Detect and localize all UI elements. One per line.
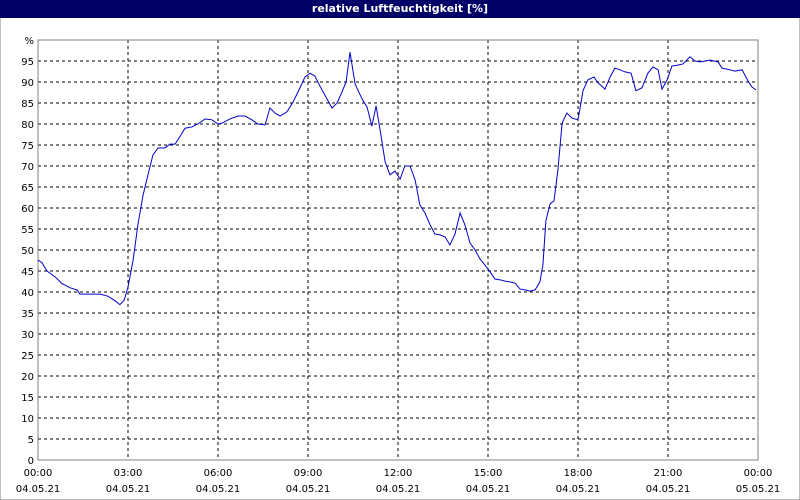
x-tick-label: 00:00 bbox=[744, 468, 773, 479]
y-tick-label: 90 bbox=[21, 78, 34, 89]
x-tick-label: 09:00 bbox=[294, 468, 323, 479]
y-tick-label: 40 bbox=[21, 288, 34, 299]
y-tick-label: 80 bbox=[21, 120, 34, 131]
x-tick-date: 05.05.21 bbox=[736, 484, 781, 495]
y-tick-label: 20 bbox=[21, 372, 34, 383]
y-tick-label: 60 bbox=[21, 204, 34, 215]
y-tick-label: 50 bbox=[21, 246, 34, 257]
y-tick-label: 75 bbox=[21, 141, 34, 152]
y-tick-label: 5 bbox=[28, 435, 34, 446]
x-tick-label: 18:00 bbox=[564, 468, 593, 479]
data-line bbox=[37, 52, 757, 306]
y-tick-label: 95 bbox=[21, 57, 34, 68]
y-tick-label: 35 bbox=[21, 309, 34, 320]
x-tick-label: 12:00 bbox=[384, 468, 413, 479]
x-tick-date: 04.05.21 bbox=[466, 484, 511, 495]
x-tick-label: 15:00 bbox=[474, 468, 503, 479]
x-tick-date: 04.05.21 bbox=[106, 484, 151, 495]
x-tick-date: 04.05.21 bbox=[376, 484, 421, 495]
y-tick-label: 45 bbox=[21, 267, 34, 278]
x-tick-label: 06:00 bbox=[204, 468, 233, 479]
y-tick-label: 30 bbox=[21, 330, 34, 341]
x-tick-label: 00:00 bbox=[24, 468, 53, 479]
y-tick-label: % bbox=[24, 36, 34, 47]
y-tick-label: 15 bbox=[21, 393, 34, 404]
plot-frame bbox=[37, 39, 759, 461]
x-tick-date: 04.05.21 bbox=[16, 484, 61, 495]
y-tick-label: 55 bbox=[21, 225, 34, 236]
chart-title: relative Luftfeuchtigkeit [%] bbox=[312, 2, 488, 15]
x-tick-label: 03:00 bbox=[114, 468, 143, 479]
x-tick-date: 04.05.21 bbox=[646, 484, 691, 495]
title-bar bbox=[0, 0, 800, 18]
y-tick-label: 0 bbox=[28, 456, 34, 467]
y-tick-label: 25 bbox=[21, 351, 34, 362]
y-tick-label: 85 bbox=[21, 99, 34, 110]
y-tick-label: 10 bbox=[21, 414, 34, 425]
x-tick-label: 21:00 bbox=[654, 468, 683, 479]
x-tick-date: 04.05.21 bbox=[286, 484, 331, 495]
y-tick-label: 65 bbox=[21, 183, 34, 194]
x-tick-date: 04.05.21 bbox=[196, 484, 241, 495]
y-tick-label: 70 bbox=[21, 162, 34, 173]
x-tick-date: 04.05.21 bbox=[556, 484, 601, 495]
